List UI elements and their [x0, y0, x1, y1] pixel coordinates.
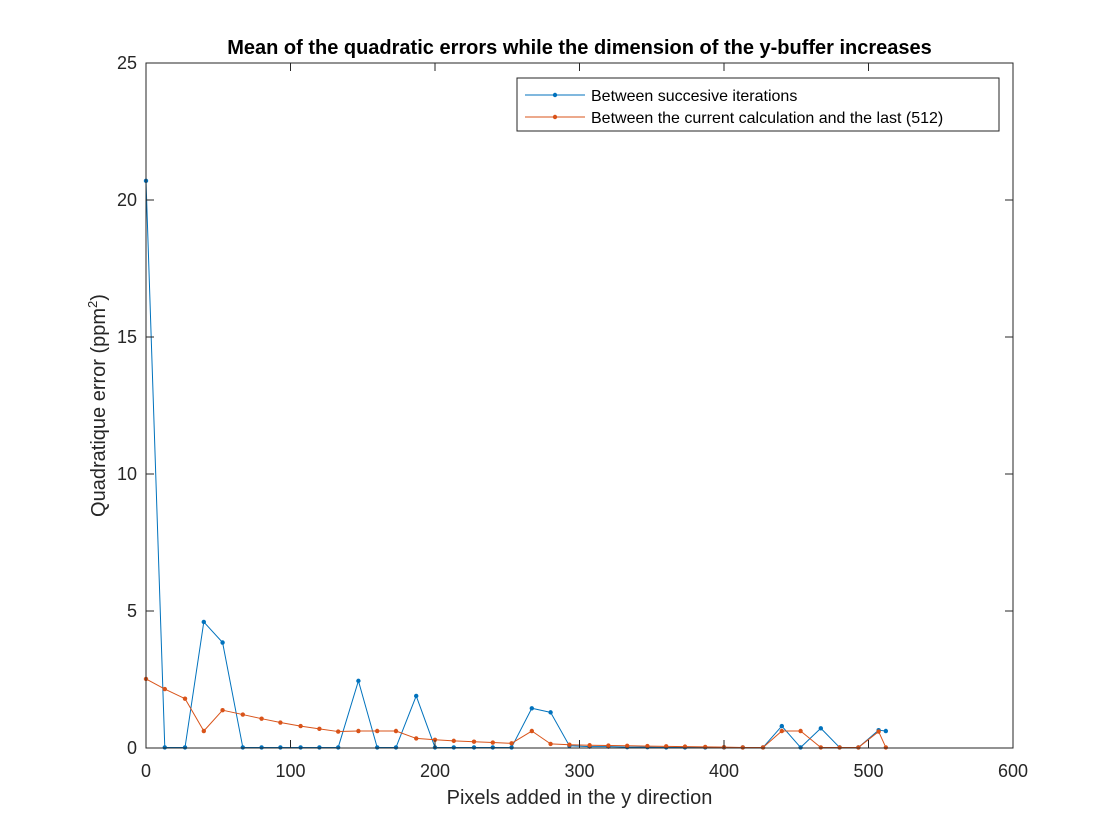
x-axis-label: Pixels added in the y direction [447, 787, 713, 809]
series-2-point [375, 728, 380, 734]
legend-entry-label: Between the current calculation and the … [591, 110, 943, 127]
series-1-point [220, 640, 225, 645]
series-2-point [856, 745, 861, 750]
series-2-point [645, 743, 650, 749]
series-2-point [818, 745, 824, 750]
series-2-point [432, 737, 438, 742]
series-2-line [145, 678, 887, 748]
series-1-point [201, 619, 206, 625]
x-tick-label: 600 [998, 761, 1028, 781]
y-axis-label-main: Quadratique error (ppm [88, 308, 110, 517]
series-2-point [664, 744, 669, 749]
series-1-point [259, 745, 264, 750]
series-2-point [356, 728, 361, 734]
x-tick-label: 200 [420, 761, 450, 781]
series-1-point [548, 710, 553, 715]
series-1-point [529, 706, 535, 711]
series-1-point [335, 745, 341, 750]
series-1-point [883, 728, 889, 734]
series-2-point [471, 739, 477, 744]
legend-entry-label: Between succesive iterations [591, 88, 797, 105]
series-1-point [317, 745, 322, 750]
y-tick-label: 25 [117, 53, 137, 73]
ticks-layer: 0 100 200 300 400 500 600 0 5 10 15 20 25 [117, 53, 1028, 781]
series-2-point [606, 743, 611, 748]
series-2-point [548, 741, 553, 747]
series-2-point [317, 726, 322, 732]
series-1-point [182, 745, 188, 750]
series-2-point [760, 745, 766, 750]
series-2-point [624, 743, 630, 749]
series-2-point [162, 686, 167, 692]
y-axis-label: Quadratique error (ppm2) [85, 294, 110, 517]
series-2-point [298, 723, 303, 729]
series-2-point [876, 729, 881, 734]
series-2-point [798, 728, 803, 734]
series-2-point [740, 745, 745, 750]
series-1-point [818, 726, 824, 731]
y-tick-label: 15 [117, 327, 137, 347]
series-2-point [509, 741, 514, 746]
series-1-point [240, 745, 246, 750]
series-2-point [837, 745, 842, 750]
series-1-point [375, 745, 380, 750]
series-2-point [779, 728, 784, 734]
series-2-point [335, 729, 341, 734]
series-1-point [490, 745, 495, 750]
y-tick-label: 5 [127, 601, 137, 621]
series-1-point [471, 745, 477, 750]
series-1-point [509, 745, 514, 750]
y-axis-label-suffix: ) [88, 294, 110, 301]
x-tick-label: 0 [141, 761, 151, 781]
series-2-point [393, 728, 399, 734]
series-1-point [414, 693, 419, 699]
series-1-point [451, 745, 456, 750]
series-2-point [414, 736, 419, 741]
chart-title: Mean of the quadratic errors while the d… [227, 37, 932, 59]
series-1-point [162, 745, 167, 750]
series-1-line [145, 180, 886, 748]
legend-marker [552, 92, 558, 98]
series-2-point [240, 712, 246, 717]
series-1-point [798, 745, 803, 750]
series-2-point [587, 743, 592, 748]
series-2-point [490, 740, 495, 745]
legend-marker [552, 114, 558, 120]
y-tick-label: 20 [117, 190, 137, 210]
x-tick-label: 300 [564, 761, 594, 781]
legend-box [516, 77, 1000, 132]
series-2-point [883, 745, 889, 750]
series-2-point [201, 728, 206, 734]
series-1-point [298, 745, 303, 750]
series-1-point [779, 723, 784, 729]
series-2-point [220, 707, 225, 713]
plot-area [146, 63, 1013, 748]
series-2-point [567, 742, 572, 747]
x-tick-label: 500 [853, 761, 883, 781]
series-2-point [182, 696, 188, 701]
series-1 [143, 178, 889, 750]
series-2-point [278, 720, 283, 725]
series-2-point [451, 738, 456, 744]
y-tick-label: 0 [127, 738, 137, 758]
series-2-point [259, 716, 264, 721]
series-1-point [393, 745, 399, 750]
x-tick-label: 400 [709, 761, 739, 781]
y-axis-label-superscript: 2 [85, 301, 100, 308]
legend: Between succesive iterations Between the … [516, 77, 1000, 132]
y-tick-label: 10 [117, 464, 137, 484]
x-tick-label: 100 [275, 761, 305, 781]
series-1-point [278, 745, 283, 750]
series-1-point [356, 678, 361, 684]
series-2-point [529, 728, 535, 734]
